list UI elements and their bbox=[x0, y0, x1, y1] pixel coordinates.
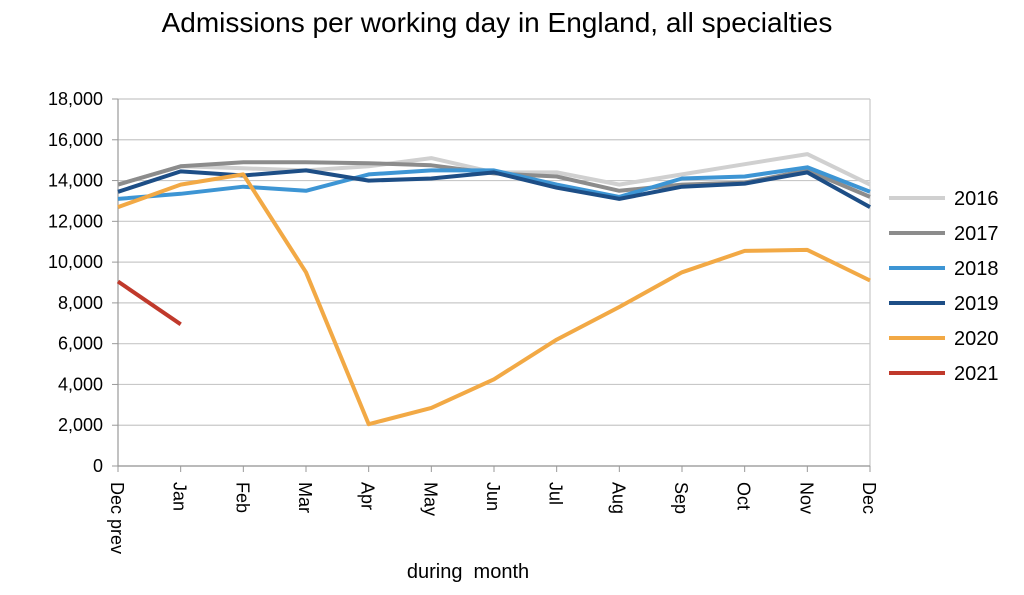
chart-title: Admissions per working day in England, a… bbox=[162, 7, 833, 38]
y-tick-label: 6,000 bbox=[58, 334, 103, 354]
x-tick-label: May bbox=[420, 482, 440, 516]
x-tick-label: Aug bbox=[608, 482, 628, 514]
x-tick-label: Nov bbox=[796, 482, 816, 514]
x-axis-ticks: Dec prev Jan Feb Mar Apr May Jun Jul Aug Sep Oct No… bbox=[107, 482, 879, 554]
legend: 2016 2017 2018 2019 2020 2021 bbox=[889, 188, 999, 385]
x-tick-label: Dec prev bbox=[107, 482, 127, 554]
series-lines bbox=[116, 152, 871, 427]
legend-label: 2016 bbox=[954, 188, 999, 210]
y-tick-label: 18,000 bbox=[48, 89, 103, 109]
x-tick-label: Dec bbox=[859, 482, 879, 514]
grid bbox=[112, 98, 871, 472]
legend-label: 2019 bbox=[954, 293, 999, 315]
legend-label: 2017 bbox=[954, 223, 999, 245]
x-tick-label: Oct bbox=[734, 482, 754, 510]
legend-label: 2021 bbox=[954, 363, 999, 385]
y-tick-label: 4,000 bbox=[58, 374, 103, 394]
y-tick-label: 12,000 bbox=[48, 211, 103, 231]
x-tick-label: Mar bbox=[295, 482, 315, 513]
x-tick-label: Apr bbox=[358, 482, 378, 510]
series-line-2020 bbox=[117, 172, 871, 427]
x-tick-label: Sep bbox=[671, 482, 691, 514]
series-line-2018 bbox=[117, 165, 871, 201]
legend-label: 2020 bbox=[954, 328, 999, 350]
series-line-2021 bbox=[116, 279, 182, 326]
y-axis-ticks: 0 2,000 4,000 6,000 8,000 10,000 12,000 14,000 1… bbox=[48, 89, 103, 476]
legend-label: 2018 bbox=[954, 258, 999, 280]
y-tick-label: 16,000 bbox=[48, 130, 103, 150]
y-tick-label: 0 bbox=[93, 456, 103, 476]
y-tick-label: 14,000 bbox=[48, 171, 103, 191]
x-tick-label: Jun bbox=[483, 482, 503, 511]
x-tick-label: Jul bbox=[546, 482, 566, 505]
x-axis-label: during month bbox=[407, 561, 529, 583]
y-tick-label: 8,000 bbox=[58, 293, 103, 313]
x-tick-label: Jan bbox=[170, 482, 190, 511]
y-tick-label: 2,000 bbox=[58, 415, 103, 435]
x-tick-label: Feb bbox=[232, 482, 252, 513]
y-tick-label: 10,000 bbox=[48, 252, 103, 272]
